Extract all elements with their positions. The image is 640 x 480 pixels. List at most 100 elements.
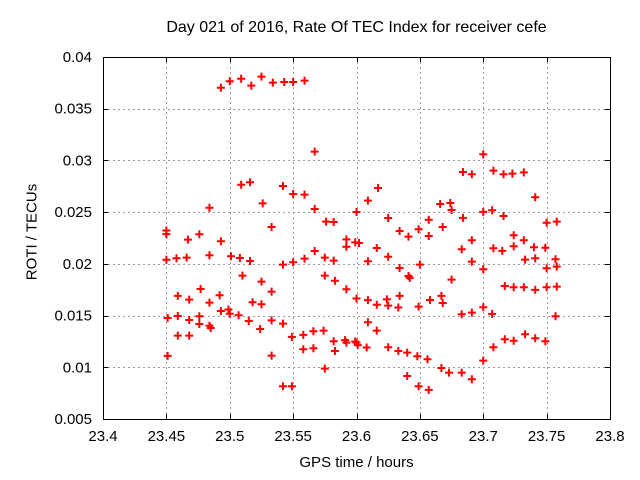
y-tick-label: 0.015 xyxy=(54,308,92,325)
x-tick-label: 23.65 xyxy=(401,428,439,445)
data-point-marker xyxy=(384,214,393,223)
data-point-marker xyxy=(300,76,309,85)
data-point-marker xyxy=(310,247,319,256)
data-point-marker xyxy=(363,296,372,305)
data-point-marker xyxy=(280,78,289,87)
data-point-marker xyxy=(426,295,435,304)
data-point-marker xyxy=(374,184,383,193)
data-point-marker xyxy=(320,253,329,262)
data-point-marker xyxy=(531,254,540,263)
x-tick-label: 23.7 xyxy=(469,428,498,445)
data-point-marker xyxy=(384,343,393,352)
data-point-marker xyxy=(196,284,205,293)
data-point-marker xyxy=(267,223,276,232)
data-point-marker xyxy=(467,236,476,245)
data-point-marker xyxy=(414,382,423,391)
data-point-marker xyxy=(185,295,194,304)
data-point-marker xyxy=(531,334,540,343)
data-point-marker xyxy=(552,262,561,271)
data-point-marker xyxy=(467,308,476,317)
data-point-marker xyxy=(363,196,372,205)
data-point-marker xyxy=(479,303,488,312)
y-tick-label: 0.005 xyxy=(54,411,92,428)
data-point-marker xyxy=(215,291,224,300)
data-point-marker xyxy=(309,327,318,336)
data-point-marker xyxy=(394,346,403,355)
data-point-marker xyxy=(363,257,372,266)
data-point-marker xyxy=(498,246,507,255)
x-tick-label: 23.75 xyxy=(528,428,566,445)
data-point-marker xyxy=(173,311,182,320)
data-point-marker xyxy=(489,166,498,175)
data-point-marker xyxy=(446,198,455,207)
data-point-marker xyxy=(479,265,488,274)
data-point-marker xyxy=(414,225,423,234)
data-point-marker xyxy=(384,252,393,261)
y-tick-label: 0.02 xyxy=(63,256,92,273)
data-point-marker xyxy=(531,193,540,202)
data-point-marker xyxy=(438,298,447,307)
data-point-marker xyxy=(267,316,276,325)
x-tick-label: 23.45 xyxy=(148,428,186,445)
data-point-marker xyxy=(499,211,508,220)
data-point-marker xyxy=(237,74,246,83)
data-point-marker xyxy=(552,282,561,291)
data-point-marker xyxy=(437,364,446,373)
data-point-marker xyxy=(458,213,467,222)
data-point-marker xyxy=(173,331,182,340)
data-point-marker xyxy=(289,190,298,199)
data-point-marker xyxy=(403,371,412,380)
data-point-marker xyxy=(206,323,215,332)
data-point-marker xyxy=(289,78,298,87)
data-point-marker xyxy=(287,332,296,341)
data-point-marker xyxy=(521,255,530,264)
data-point-marker xyxy=(437,291,446,300)
data-point-marker xyxy=(329,337,338,346)
y-tick-label: 0.03 xyxy=(63,152,92,169)
data-point-marker xyxy=(508,169,517,178)
data-point-marker xyxy=(489,343,498,352)
data-point-marker xyxy=(205,298,214,307)
data-point-marker xyxy=(395,263,404,272)
data-point-marker xyxy=(458,168,467,177)
data-point-marker xyxy=(173,291,182,300)
data-point-marker xyxy=(500,281,509,290)
x-tick-label: 23.6 xyxy=(342,428,371,445)
data-point-marker xyxy=(415,260,424,269)
data-point-marker xyxy=(310,205,319,214)
data-point-marker xyxy=(403,348,412,357)
data-point-marker xyxy=(183,235,192,244)
data-point-marker xyxy=(185,331,194,340)
data-point-marker xyxy=(509,336,518,345)
data-point-marker xyxy=(247,81,256,90)
data-point-marker xyxy=(423,355,432,364)
data-point-marker xyxy=(499,170,508,179)
data-point-marker xyxy=(258,199,267,208)
data-point-marker xyxy=(445,368,454,377)
y-tick-labels: 0.005 0.01 0.015 0.02 0.025 0.03 0.035 0.04 xyxy=(54,49,92,428)
data-point-marker xyxy=(227,252,236,261)
data-point-marker xyxy=(225,309,234,318)
data-point-marker xyxy=(320,271,329,280)
data-point-marker xyxy=(467,375,476,384)
data-point-marker xyxy=(404,232,413,241)
data-point-marker xyxy=(488,206,497,215)
tick-marks xyxy=(103,57,611,420)
data-point-marker xyxy=(372,300,381,309)
data-point-marker xyxy=(509,283,518,292)
data-point-marker xyxy=(372,244,381,253)
data-point-marker xyxy=(267,351,276,360)
data-point-marker xyxy=(342,285,351,294)
data-point-marker xyxy=(395,291,404,300)
y-tick-label: 0.025 xyxy=(54,204,92,221)
data-point-marker xyxy=(287,382,296,391)
data-point-marker xyxy=(551,312,560,321)
data-point-marker xyxy=(278,382,287,391)
data-point-marker xyxy=(289,258,298,267)
data-point-marker xyxy=(195,312,204,321)
data-point-marker xyxy=(319,326,328,335)
data-point-marker xyxy=(185,316,194,325)
data-point-marker xyxy=(457,310,466,319)
